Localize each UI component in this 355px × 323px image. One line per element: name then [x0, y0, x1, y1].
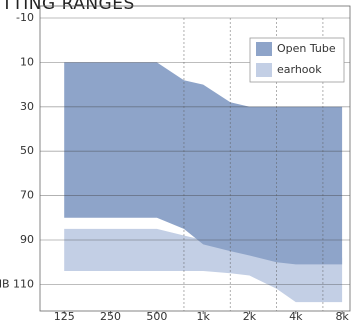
range-area — [64, 228, 343, 303]
x-tick-label: 8k — [335, 310, 349, 323]
legend-swatch — [256, 63, 272, 77]
y-tick-label: dB 110 — [0, 277, 34, 290]
x-tick-label: 2k — [243, 310, 257, 323]
legend-label: Open Tube — [277, 42, 336, 55]
legend-label: earhook — [277, 63, 322, 76]
y-tick-label: 90 — [20, 233, 34, 246]
y-tick-label: 10 — [20, 55, 34, 68]
y-tick-label: 30 — [20, 100, 34, 113]
chart-title: FITTING RANGES — [0, 0, 135, 14]
x-tick-label: 250 — [100, 310, 121, 323]
x-tick-label: 1k — [196, 310, 210, 323]
x-tick-label: 4k — [289, 310, 303, 323]
y-tick-label: -10 — [16, 11, 34, 24]
y-tick-label: 70 — [20, 189, 34, 202]
y-tick-label: 50 — [20, 144, 34, 157]
x-tick-label: 125 — [54, 310, 75, 323]
range-area — [64, 62, 343, 265]
x-tick-label: 500 — [146, 310, 167, 323]
legend-swatch — [256, 42, 272, 56]
plot-frame — [39, 5, 351, 312]
